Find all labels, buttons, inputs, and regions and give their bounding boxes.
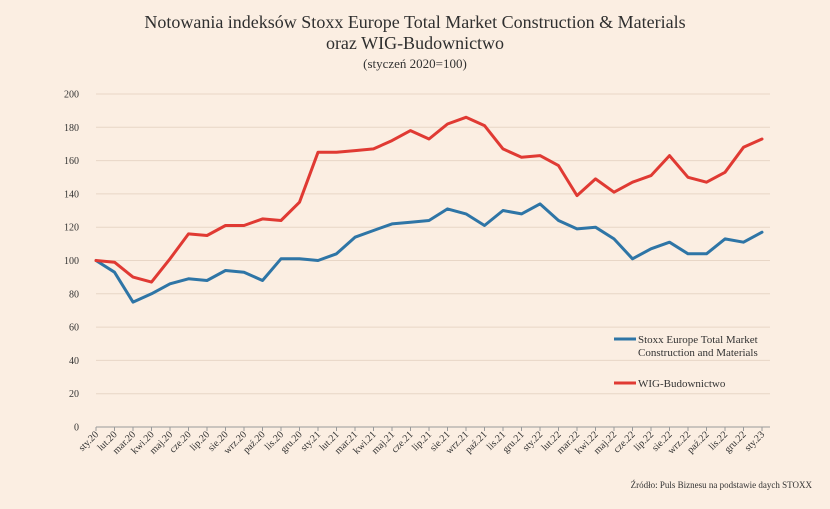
chart-subtitle: (styczeń 2020=100) — [363, 56, 467, 71]
chart-title-line-1: Notowania indeksów Stoxx Europe Total Ma… — [144, 12, 686, 32]
legend-label-2: WIG-Budownictwo — [638, 378, 726, 390]
y-tick-label: 180 — [64, 123, 79, 134]
x-tick-label: sty.23 — [743, 429, 767, 453]
x-tick-label: lip.20 — [188, 429, 212, 453]
series-lines — [94, 115, 764, 304]
gridlines — [96, 93, 770, 428]
chart-title-block: Notowania indeksów Stoxx Europe Total Ma… — [0, 12, 830, 72]
x-tick-label: cze.21 — [390, 429, 416, 455]
y-tick-label: 20 — [69, 389, 79, 400]
x-tick-label: sty.22 — [521, 429, 545, 453]
y-tick-label: 200 — [64, 90, 79, 101]
legend-label-1: Construction and Materials — [638, 347, 758, 359]
y-axis: 0 20 40 60 80 100 120 140 160 180 200 — [64, 90, 79, 434]
x-tick-label: gru.22 — [723, 429, 749, 455]
y-tick-label: 60 — [69, 323, 79, 334]
x-tick-label: cze.22 — [612, 429, 638, 455]
y-tick-label: 100 — [64, 256, 79, 267]
source-note: Źródło: Puls Biznesu na podstawie daych … — [630, 480, 812, 490]
x-tick-label: lip.21 — [410, 429, 434, 453]
x-tick-label: gru.21 — [501, 429, 527, 455]
y-tick-label: 40 — [69, 356, 79, 367]
x-tick-label: gru.20 — [279, 429, 305, 455]
x-tick-label: sty.21 — [299, 429, 323, 453]
x-tick-label: cze.20 — [168, 429, 194, 455]
y-tick-label: 160 — [64, 156, 79, 167]
x-axis: sty.20lut.20mar.20kwi.20maj.20cze.20lip.… — [77, 427, 767, 457]
series-line-1 — [94, 202, 764, 304]
series-line-2 — [94, 115, 764, 284]
y-tick-label: 0 — [74, 423, 79, 434]
x-tick-label: sty.20 — [77, 429, 101, 453]
x-tick-label: lip.22 — [632, 429, 656, 453]
y-tick-label: 140 — [64, 189, 79, 200]
chart-title-line-2: oraz WIG-Budownictwo — [325, 33, 505, 53]
legend-label-1: Stoxx Europe Total Market — [638, 334, 758, 346]
y-tick-label: 120 — [64, 223, 79, 234]
y-tick-label: 80 — [69, 289, 79, 300]
